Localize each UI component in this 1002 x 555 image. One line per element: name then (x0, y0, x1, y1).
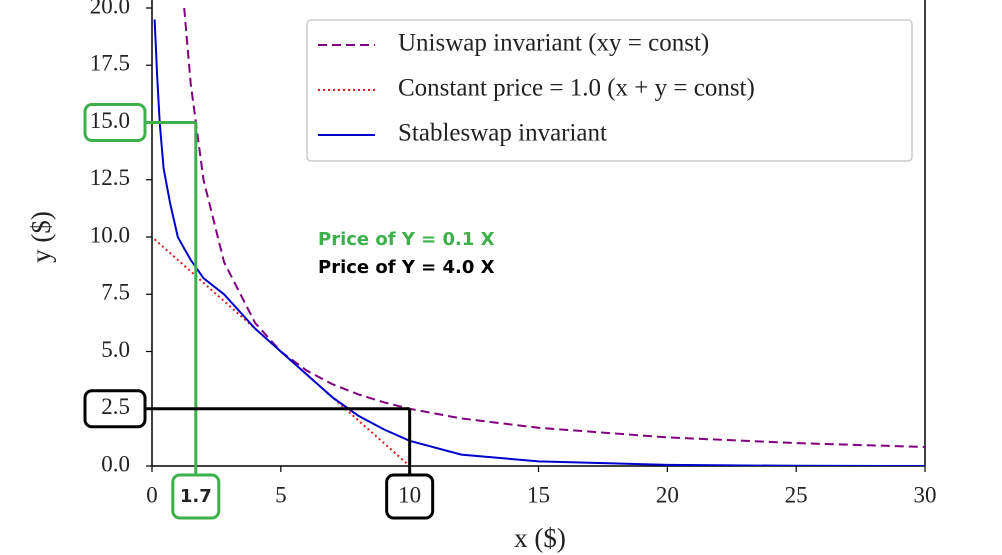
y-tick-label: 5.0 (101, 337, 130, 362)
legend-label: Stableswap invariant (398, 120, 607, 147)
x-axis-label: x ($) (514, 523, 566, 553)
x-tick-label: 0 (146, 482, 158, 507)
guide-box (385, 473, 435, 520)
y-tick-label: 12.5 (90, 165, 130, 190)
y-tick-label: 10.0 (90, 222, 130, 247)
x-tick-label: 30 (914, 482, 937, 507)
legend-box (306, 19, 913, 162)
series-line (153, 238, 411, 466)
y-tick-label: 2.5 (101, 394, 130, 419)
x-tick-label: 25 (785, 482, 808, 507)
x-tick-label: 10 (398, 482, 421, 507)
y-tick-label: 20.0 (90, 0, 130, 18)
y-tick-label: 7.5 (101, 280, 130, 305)
x-tick-label: 15 (527, 482, 550, 507)
x-tick-label: 5 (275, 482, 287, 507)
annotation: Price of Y = 0.1 X (318, 229, 495, 250)
y-tick-label: 15.0 (90, 108, 130, 133)
y-tick-label: 0.0 (101, 451, 130, 476)
y-tick-label: 17.5 (90, 51, 130, 76)
guide-label: 1.7 (180, 486, 212, 507)
legend-label: Uniswap invariant (xy = const) (398, 30, 709, 57)
series-line (153, 19, 925, 466)
legend-label: Constant price = 1.0 (x + y = const) (398, 75, 755, 102)
series-line (183, 7, 925, 448)
guide-box (171, 473, 221, 520)
x-tick-label: 20 (656, 482, 679, 507)
y-axis-label: y ($) (26, 211, 56, 263)
annotation: Price of Y = 4.0 X (318, 257, 495, 278)
plot-area (153, 7, 925, 466)
